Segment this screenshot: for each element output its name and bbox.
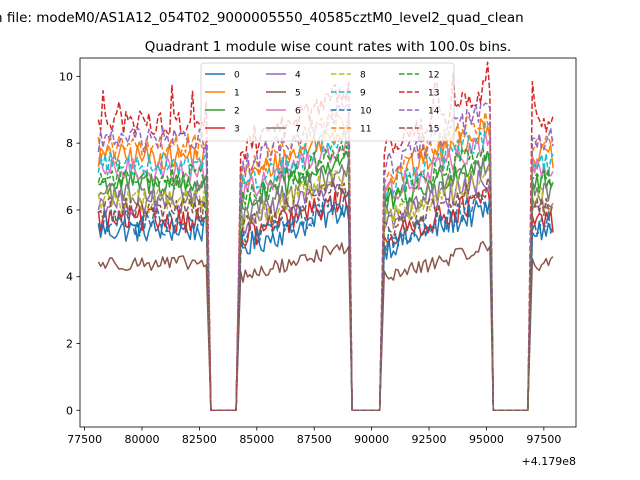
legend-label-8: 8 xyxy=(360,71,366,81)
series-line-10 xyxy=(97,190,554,412)
x-offset-label: +4.179e8 xyxy=(522,455,576,468)
x-tick-label: 80000 xyxy=(125,433,160,446)
legend-box xyxy=(200,62,455,142)
y-tick-label: 8 xyxy=(66,137,73,150)
x-tick-label: 77500 xyxy=(67,433,102,446)
y-tick-label: 2 xyxy=(66,338,73,351)
y-tick-label: 4 xyxy=(66,271,73,284)
legend-label-2: 2 xyxy=(234,107,240,117)
x-tick-label: 95000 xyxy=(469,433,504,446)
x-tick-label: 92500 xyxy=(412,433,447,446)
legend-label-7: 7 xyxy=(295,125,301,135)
x-axis-ticks: 77500 80000 82500 85000 87500 90000 92500 95000… xyxy=(67,427,561,446)
series-line-5 xyxy=(97,240,554,412)
y-tick-label: 0 xyxy=(66,404,73,417)
x-tick-label: 90000 xyxy=(354,433,389,446)
legend-label-9: 9 xyxy=(360,89,366,99)
legend-label-4: 4 xyxy=(295,71,301,81)
legend-label-5: 5 xyxy=(295,89,301,99)
suptitle: n file: modeM0/AS1A12_054T02_9000005550_… xyxy=(0,10,524,26)
legend-label-11: 11 xyxy=(360,125,371,135)
legend-label-1: 1 xyxy=(234,89,240,99)
y-tick-label: 6 xyxy=(66,204,73,217)
y-tick-label: 10 xyxy=(59,70,73,83)
series-line-6 xyxy=(97,131,554,412)
x-tick-label: 97500 xyxy=(526,433,561,446)
series-line-7 xyxy=(97,157,554,412)
legend-label-3: 3 xyxy=(234,125,240,135)
legend-label-13: 13 xyxy=(428,89,439,99)
series-line-15 xyxy=(97,177,554,412)
legend-label-0: 0 xyxy=(234,71,240,81)
legend-label-10: 10 xyxy=(360,107,372,117)
x-tick-label: 87500 xyxy=(297,433,332,446)
series-line-0 xyxy=(97,197,554,412)
y-axis-ticks: 0 2 4 6 8 10 xyxy=(59,70,80,417)
legend-label-6: 6 xyxy=(295,107,301,117)
legend-label-15: 15 xyxy=(428,125,439,135)
series-line-12 xyxy=(97,139,554,412)
legend-label-14: 14 xyxy=(428,107,440,117)
plot-frame xyxy=(79,57,577,428)
series-line-8 xyxy=(97,166,554,412)
series-line-9 xyxy=(97,122,554,412)
x-tick-label: 82500 xyxy=(182,433,217,446)
legend-label-12: 12 xyxy=(428,71,439,81)
chart-title: Quadrant 1 module wise count rates with … xyxy=(145,39,511,55)
x-tick-label: 85000 xyxy=(239,433,274,446)
